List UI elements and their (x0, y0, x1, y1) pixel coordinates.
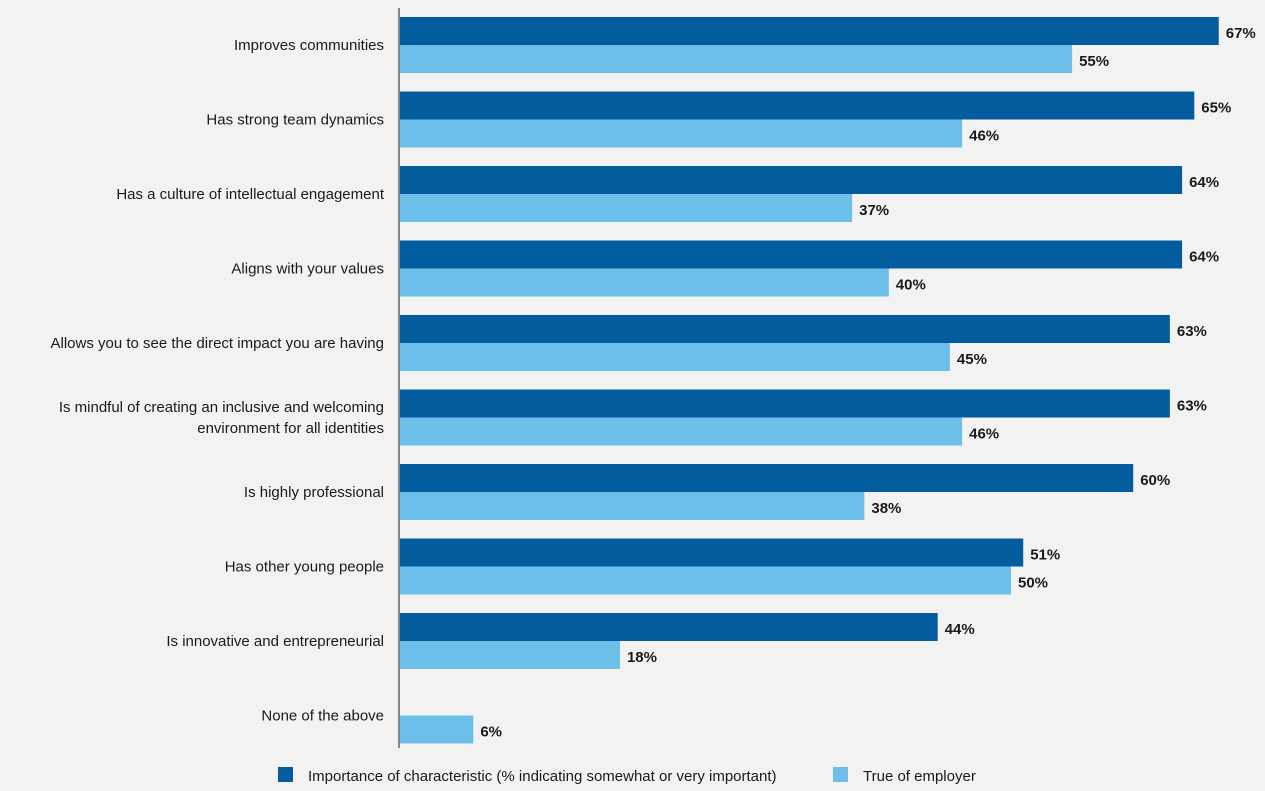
data-label: 64% (1189, 249, 1219, 266)
category-label-line: Is innovative and entrepreneurial (166, 633, 384, 650)
category-label-line: Is mindful of creating an inclusive and … (59, 399, 384, 416)
data-label: 46% (969, 426, 999, 443)
category-label-line: None of the above (261, 708, 384, 725)
data-label: 65% (1201, 100, 1231, 117)
data-label: 67% (1226, 25, 1256, 42)
category-label: Is highly professional (244, 484, 384, 501)
legend-swatch (278, 767, 293, 782)
data-label: 46% (969, 128, 999, 145)
bar-importance (400, 166, 1183, 194)
bar-importance (400, 17, 1219, 45)
bar-importance (400, 538, 1024, 567)
data-label: 44% (945, 621, 975, 638)
data-label: 60% (1140, 472, 1170, 489)
category-label: Has a culture of intellectual engagement (116, 186, 384, 203)
data-label: 63% (1177, 323, 1207, 340)
category-label-line: Allows you to see the direct impact you … (50, 335, 384, 352)
bar-importance (400, 613, 938, 641)
category-label: None of the above (261, 708, 384, 725)
data-label: 50% (1018, 575, 1048, 592)
category-label: Aligns with your values (231, 261, 384, 278)
category-label: Is innovative and entrepreneurial (166, 633, 384, 650)
legend-label: Importance of characteristic (% indicati… (308, 768, 777, 785)
data-label: 51% (1030, 547, 1060, 564)
bar-true-of-employer (400, 194, 853, 222)
data-label: 45% (957, 351, 987, 368)
bars-layer (400, 17, 1219, 744)
bar-importance (400, 91, 1195, 120)
data-label: 18% (627, 649, 657, 666)
data-label: 40% (896, 277, 926, 294)
data-label: 37% (859, 202, 889, 219)
bar-true-of-employer (400, 715, 474, 744)
category-label-line: Has other young people (225, 559, 384, 576)
category-label-line: Is highly professional (244, 484, 384, 501)
bar-true-of-employer (400, 417, 963, 446)
bar-importance (400, 389, 1170, 418)
category-label: Is mindful of creating an inclusive and … (59, 399, 384, 437)
category-label-line: Has strong team dynamics (206, 112, 384, 129)
legend-label: True of employer (863, 768, 976, 785)
data-label: 6% (480, 724, 502, 741)
bar-true-of-employer (400, 268, 889, 297)
category-label-line: Has a culture of intellectual engagement (116, 186, 384, 203)
legend-swatch (833, 767, 848, 782)
data-label: 55% (1079, 53, 1109, 70)
bar-true-of-employer (400, 119, 963, 148)
bar-importance (400, 315, 1170, 343)
category-label-line: Aligns with your values (231, 261, 384, 278)
bar-true-of-employer (400, 492, 865, 520)
data-label: 64% (1189, 174, 1219, 191)
category-label-line: Improves communities (234, 37, 384, 54)
bar-true-of-employer (400, 566, 1011, 595)
category-labels: Improves communities Has strong team dyna… (50, 37, 384, 725)
data-label: 63% (1177, 398, 1207, 415)
category-label-line: environment for all identities (197, 420, 384, 437)
category-label: Improves communities (234, 37, 384, 54)
bar-importance (400, 464, 1134, 492)
bar-importance (400, 240, 1183, 269)
data-label: 38% (871, 500, 901, 517)
category-label: Allows you to see the direct impact you … (50, 335, 384, 352)
bar-true-of-employer (400, 343, 950, 371)
legend: Importance of characteristic (% indicati… (278, 767, 976, 785)
bar-true-of-employer (400, 45, 1073, 73)
bar-true-of-employer (400, 641, 620, 669)
category-label: Has strong team dynamics (206, 112, 384, 129)
value-labels: 67% 55% 65% 46% 64% 37% 64% 40% 63% 45% 63% 46% 60% 3… (480, 25, 1255, 741)
category-label: Has other young people (225, 559, 384, 576)
